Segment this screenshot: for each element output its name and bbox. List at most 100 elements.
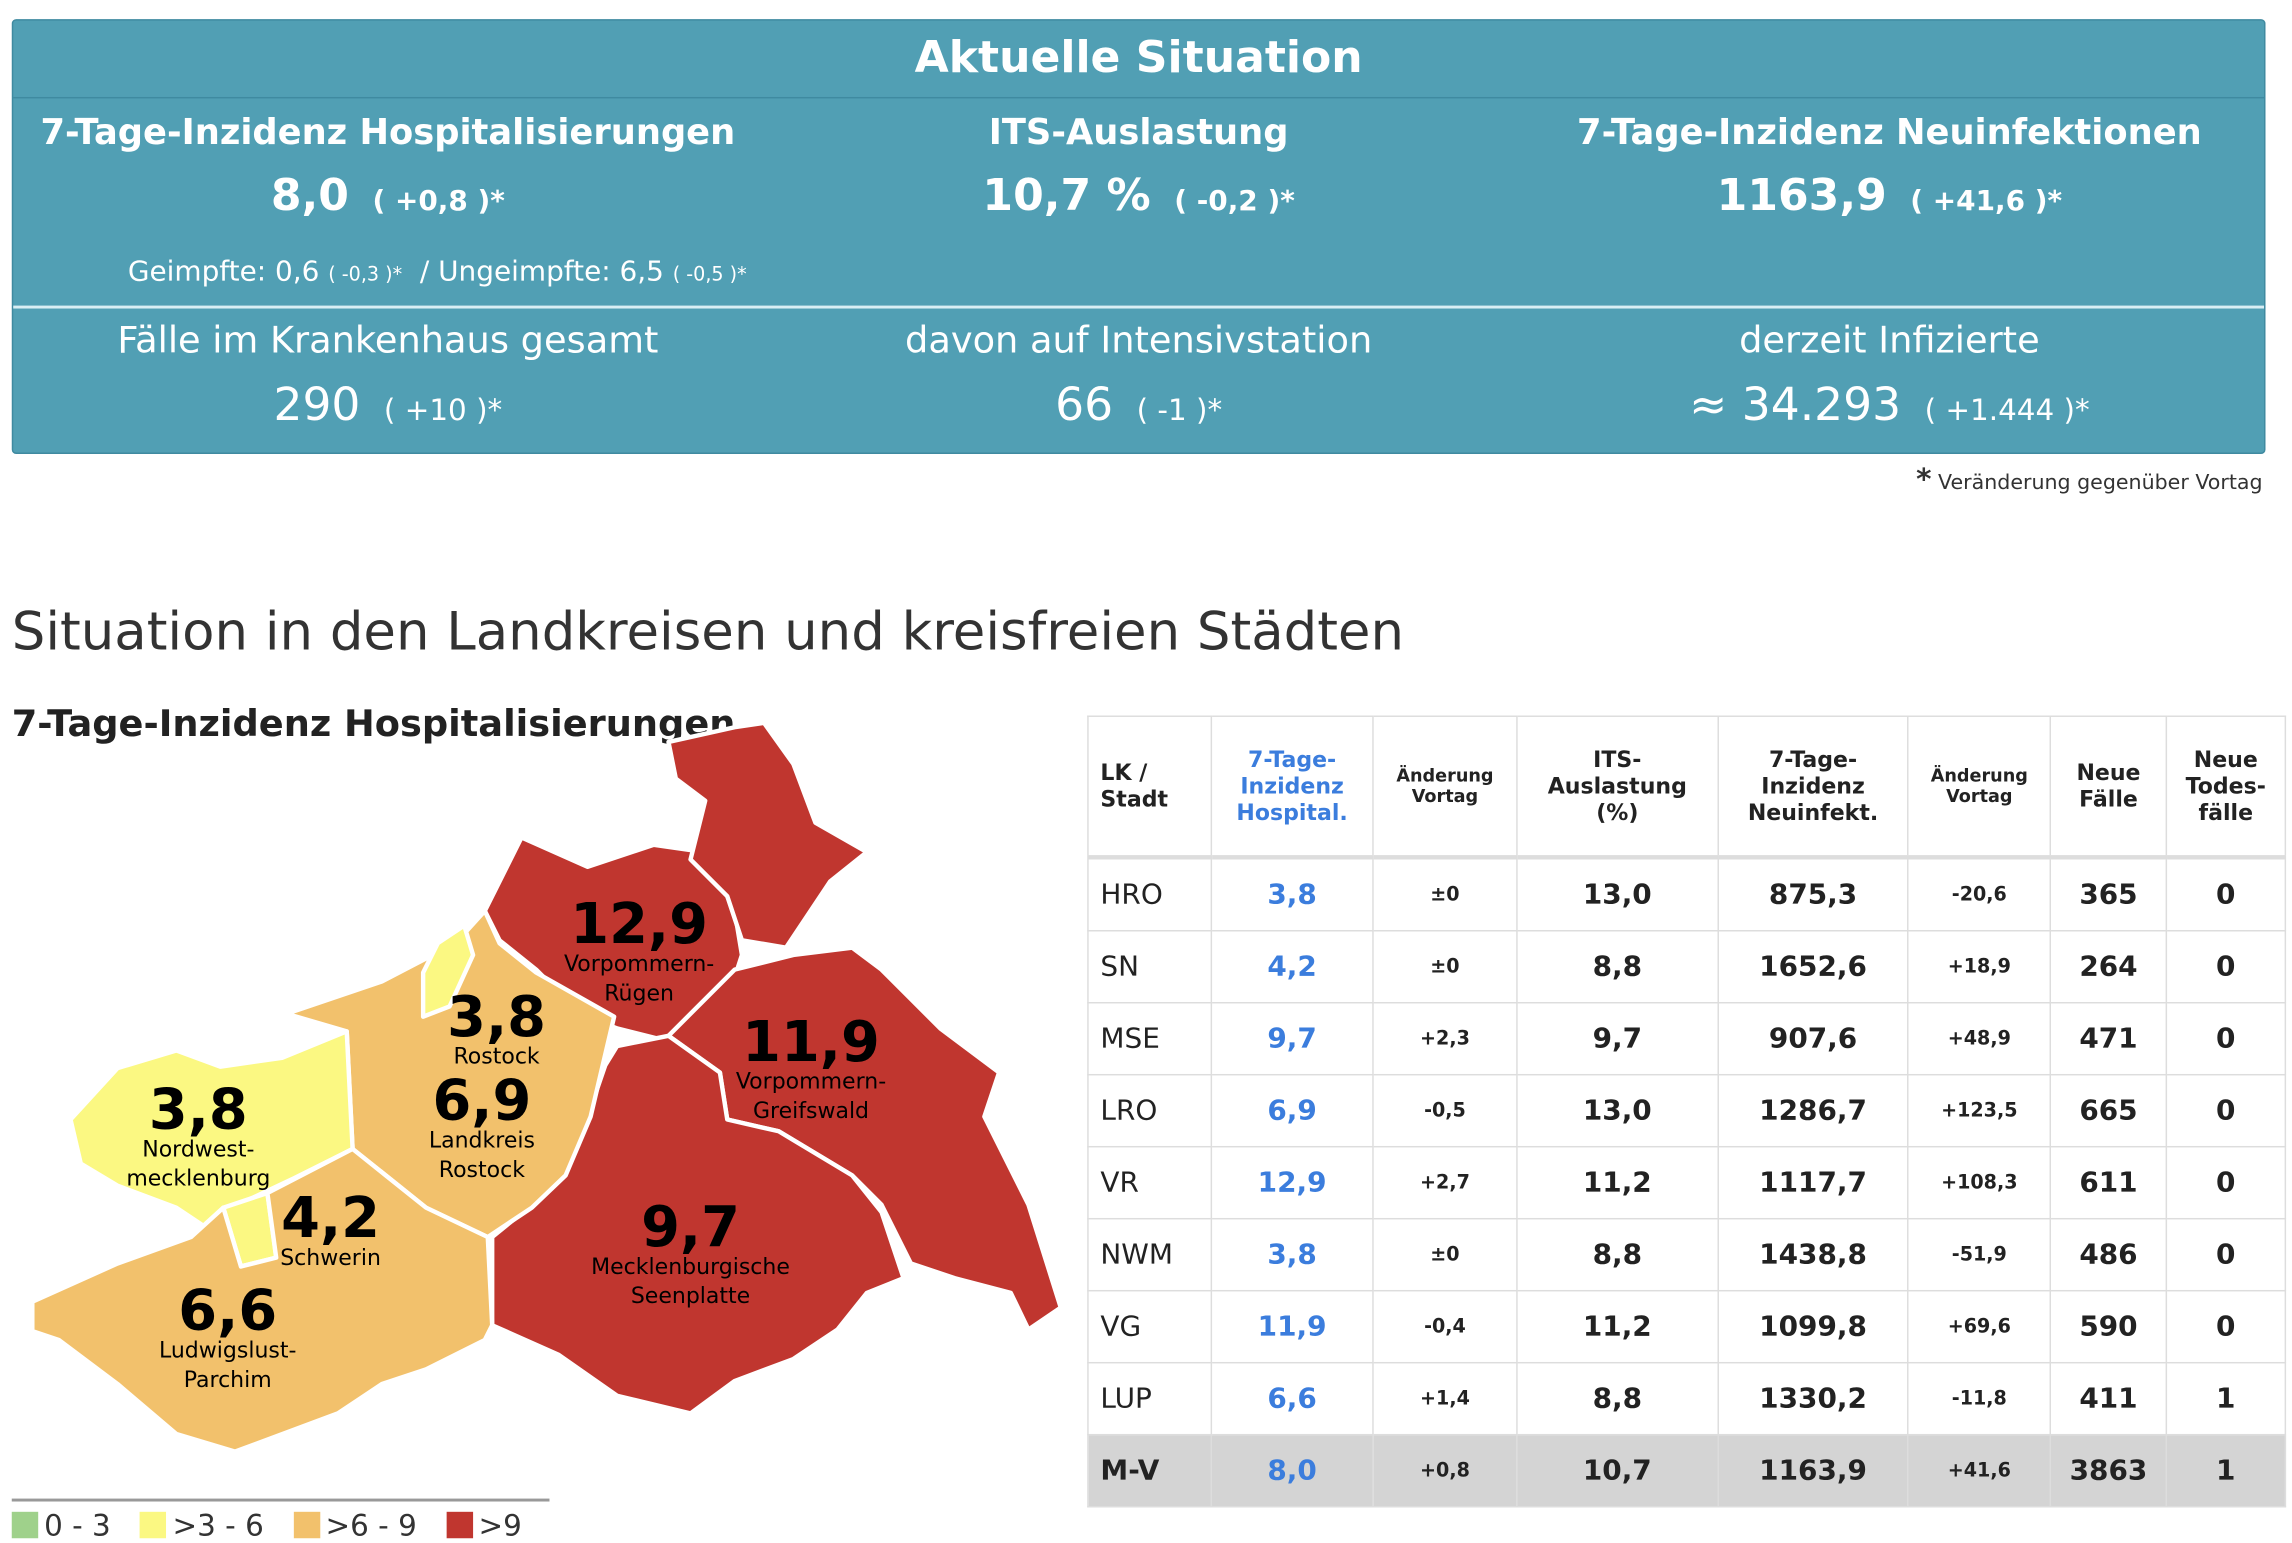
- cell-faelle: 486: [2050, 1217, 2167, 1292]
- cell-faelle: 590: [2050, 1289, 2167, 1364]
- region-vr-island[interactable]: [666, 720, 870, 950]
- map-title: 7-Tage-Inzidenz Hospitalisierungen: [11, 702, 736, 745]
- cell-tod: 0: [2165, 930, 2287, 1004]
- its-label: ITS-Auslastung: [988, 111, 1289, 153]
- region-hro[interactable]: [420, 923, 476, 1019]
- its-block: ITS-Auslastung 10,7 % ( -0,2 )*: [764, 112, 1513, 222]
- neu-value: 1163,9: [1716, 170, 1887, 222]
- intensiv-change: ( -1 )*: [1136, 392, 1223, 428]
- cell-its: 13,0: [1515, 1073, 1719, 1148]
- region-value: 6,6: [178, 1279, 277, 1344]
- cell-tod: 1: [2165, 1361, 2287, 1436]
- table-row: NWM 3,8 ±0 8,8 1438,8 -51,9 486 0: [1087, 1217, 2287, 1292]
- cell-aend2: +123,5: [1907, 1073, 2052, 1148]
- region-value: 4,2: [281, 1186, 380, 1251]
- cell-faelle: 264: [2050, 930, 2167, 1004]
- kh-label: Fälle im Krankenhaus gesamt: [117, 318, 659, 362]
- hosp-change: ( +0,8 )*: [372, 185, 505, 218]
- legend-swatch: [446, 1511, 473, 1539]
- table-row: VR 12,9 +2,7 11,2 1117,7 +108,3 611 0: [1087, 1145, 2287, 1220]
- infiziert-label: derzeit Infizierte: [1739, 318, 2040, 362]
- cell-lk: HRO: [1087, 856, 1212, 932]
- region-name: Landkreis: [429, 1128, 535, 1153]
- region-value: 3,8: [149, 1077, 248, 1142]
- cell-hosp: 8,0: [1209, 1433, 1375, 1508]
- cell-aend1: +2,7: [1372, 1145, 1518, 1220]
- cell-lk: M-V: [1087, 1433, 1212, 1508]
- infiziert-value: ≈ 34.293: [1689, 379, 1902, 432]
- col-header-aend2: Änderung Vortag: [1907, 715, 2052, 860]
- cell-neu: 1438,8: [1717, 1217, 1909, 1292]
- region-name: Vorpommern-: [564, 952, 714, 977]
- total-row: M-V 8,0 +0,8 10,7 1163,9 +41,6 3863 1: [1087, 1433, 2287, 1508]
- map-legend: 0 - 3 >3 - 6 >6 - 9 >9: [11, 1498, 550, 1543]
- col-header-faelle: Neue Fälle: [2050, 715, 2167, 860]
- cell-neu: 1330,2: [1717, 1361, 1909, 1436]
- region-name: Parchim: [184, 1368, 272, 1393]
- region-lup[interactable]: [30, 1146, 495, 1454]
- cell-neu: 1286,7: [1717, 1073, 1909, 1148]
- cell-tod: 1: [2165, 1433, 2287, 1508]
- col-header-its: ITS- Auslastung (%): [1515, 715, 1719, 860]
- cell-neu: 875,3: [1717, 856, 1909, 932]
- footnote-text: Veränderung gegenüber Vortag: [1938, 471, 2263, 496]
- legend-item: >9: [446, 1507, 522, 1543]
- cell-lk: LUP: [1087, 1361, 1212, 1436]
- table-row: LRO 6,9 -0,5 13,0 1286,7 +123,5 665 0: [1087, 1073, 2287, 1148]
- cell-aend1: +1,4: [1372, 1361, 1518, 1436]
- cell-aend1: -0,4: [1372, 1289, 1518, 1364]
- col-header-tod: Neue Todes-fälle: [2165, 715, 2287, 860]
- cell-faelle: 411: [2050, 1361, 2167, 1436]
- region-name: Mecklenburgische: [591, 1255, 790, 1280]
- cell-aend2: +18,9: [1907, 930, 2052, 1004]
- cell-hosp: 6,9: [1209, 1073, 1375, 1148]
- cell-faelle: 665: [2050, 1073, 2167, 1148]
- legend-label: >9: [478, 1507, 522, 1543]
- cell-neu: 1117,7: [1717, 1145, 1909, 1220]
- footnote: * Veränderung gegenüber Vortag: [1916, 461, 2262, 496]
- legend-swatch: [11, 1511, 39, 1539]
- section-title: Situation in den Landkreisen und kreisfr…: [11, 602, 1405, 663]
- cell-aend2: -11,8: [1907, 1361, 2052, 1436]
- cell-tod: 0: [2165, 1073, 2287, 1148]
- cell-its: 10,7: [1515, 1433, 1719, 1508]
- hosp-label: 7-Tage-Inzidenz Hospitalisierungen: [40, 111, 736, 153]
- geimpft-change: ( -0,3 )*: [328, 264, 403, 287]
- infiziert-block: derzeit Infizierte ≈ 34.293 ( +1.444 )*: [1515, 319, 2264, 432]
- region-name: Ludwigslust-: [159, 1339, 297, 1364]
- col-header-lk: LK / Stadt: [1087, 715, 1212, 860]
- region-name: Rostock: [439, 1158, 525, 1183]
- kh-block: Fälle im Krankenhaus gesamt 290 ( +10 )*: [13, 319, 762, 432]
- cell-faelle: 611: [2050, 1145, 2167, 1220]
- legend-label: >6 - 9: [325, 1507, 417, 1543]
- cell-lk: NWM: [1087, 1217, 1212, 1292]
- intensiv-label: davon auf Intensivstation: [905, 318, 1373, 362]
- cell-aend2: +48,9: [1907, 1001, 2052, 1076]
- cell-faelle: 3863: [2050, 1433, 2167, 1508]
- cell-aend2: -51,9: [1907, 1217, 2052, 1292]
- cell-lk: LRO: [1087, 1073, 1212, 1148]
- cell-aend2: -20,6: [1907, 856, 2052, 932]
- vaccination-breakdown: Geimpfte: 0,6 ( -0,3 )* / Ungeimpfte: 6,5…: [128, 256, 756, 288]
- intensiv-block: davon auf Intensivstation 66 ( -1 )*: [764, 319, 1513, 432]
- cell-its: 8,8: [1515, 1361, 1719, 1436]
- cell-tod: 0: [2165, 1145, 2287, 1220]
- neu-block: 7-Tage-Inzidenz Neuinfektionen 1163,9 ( +…: [1515, 112, 2264, 222]
- cell-tod: 0: [2165, 856, 2287, 932]
- table-row: VG 11,9 -0,4 11,2 1099,8 +69,6 590 0: [1087, 1289, 2287, 1364]
- divider: [13, 305, 2265, 309]
- cell-aend1: ±0: [1372, 1217, 1518, 1292]
- region-value: 6,9: [432, 1069, 531, 1134]
- cell-hosp: 12,9: [1209, 1145, 1375, 1220]
- cell-lk: VG: [1087, 1289, 1212, 1364]
- cell-neu: 1652,6: [1717, 930, 1909, 1004]
- hosp-block: 7-Tage-Inzidenz Hospitalisierungen 8,0 ( …: [13, 112, 762, 222]
- region-name: Nordwest-: [142, 1137, 254, 1162]
- kh-value: 290: [273, 379, 361, 432]
- region-name: Seenplatte: [631, 1284, 750, 1309]
- legend-swatch: [293, 1511, 320, 1539]
- geimpft-value: Geimpfte: 0,6: [127, 255, 320, 288]
- cell-aend2: +108,3: [1907, 1145, 2052, 1220]
- footnote-star: *: [1916, 461, 1932, 497]
- cell-its: 8,8: [1515, 930, 1719, 1004]
